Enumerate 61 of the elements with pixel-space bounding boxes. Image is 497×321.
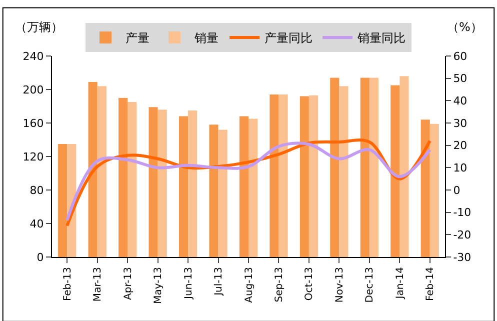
bar bbox=[400, 76, 409, 257]
y2-tick-label: 20 bbox=[453, 139, 468, 152]
y-tick-label: 80 bbox=[30, 184, 44, 197]
legend-label: 产量同比 bbox=[264, 31, 312, 46]
y2-tick-label: 60 bbox=[453, 50, 468, 63]
x-tick-label: Feb-14 bbox=[425, 267, 436, 302]
bar bbox=[118, 98, 128, 257]
bar bbox=[148, 107, 158, 257]
bar bbox=[239, 116, 248, 257]
bar bbox=[420, 120, 430, 257]
bar bbox=[278, 94, 288, 257]
bar bbox=[188, 110, 198, 257]
bar bbox=[218, 130, 228, 257]
legend-label: 产量 bbox=[126, 31, 150, 46]
bar bbox=[158, 110, 167, 257]
y2-tick-label: 40 bbox=[453, 94, 468, 108]
bar bbox=[88, 82, 98, 257]
bar bbox=[58, 144, 68, 257]
bar bbox=[390, 85, 400, 257]
bar bbox=[270, 94, 279, 257]
x-tick-label: Nov-13 bbox=[334, 267, 346, 303]
x-tick-label: Dec-13 bbox=[364, 267, 376, 303]
bar bbox=[430, 124, 439, 257]
legend-label: 销量同比 bbox=[356, 31, 406, 46]
y-tick-label: 200 bbox=[22, 83, 44, 96]
y-tick-label: 240 bbox=[22, 50, 44, 63]
bar bbox=[308, 95, 318, 257]
y2-tick-label: 10 bbox=[453, 162, 468, 175]
x-tick-label: Jul-13 bbox=[214, 267, 225, 296]
bar bbox=[360, 78, 370, 257]
bar bbox=[300, 96, 309, 257]
bar bbox=[128, 102, 137, 257]
y2-axis-title: （%） bbox=[447, 20, 482, 34]
bar bbox=[369, 78, 378, 257]
y-tick-label: 0 bbox=[36, 250, 44, 264]
legend-label: 销量 bbox=[194, 31, 218, 46]
y2-tick-label: -30 bbox=[453, 250, 472, 264]
y-axis-title: （万辆） bbox=[15, 20, 63, 34]
y-tick-label: 160 bbox=[22, 116, 44, 130]
x-tick-label: Jun-13 bbox=[183, 267, 194, 300]
y-tick-label: 40 bbox=[30, 217, 44, 230]
bar bbox=[178, 116, 188, 257]
x-tick-label: Sep-13 bbox=[274, 267, 285, 302]
x-tick-label: Feb-13 bbox=[62, 267, 74, 302]
x-tick-label: Apr-13 bbox=[122, 267, 134, 300]
x-tick-label: May-13 bbox=[153, 267, 164, 304]
y2-tick-label: 30 bbox=[453, 116, 468, 130]
bar bbox=[330, 78, 340, 257]
x-tick-label: Oct-13 bbox=[304, 267, 316, 301]
y2-tick-label: -10 bbox=[453, 206, 472, 220]
y-tick-label: 120 bbox=[22, 150, 44, 164]
x-tick-label: Jan-14 bbox=[394, 267, 406, 300]
bar bbox=[209, 124, 218, 257]
bar bbox=[339, 86, 348, 257]
x-tick-label: Aug-13 bbox=[244, 267, 255, 303]
x-tick-label: Mar-13 bbox=[92, 267, 104, 302]
bar bbox=[97, 86, 106, 257]
y2-tick-label: 50 bbox=[453, 72, 468, 86]
y2-tick-label: -20 bbox=[453, 228, 472, 242]
y2-tick-label: 0 bbox=[453, 184, 460, 197]
bar bbox=[248, 118, 258, 257]
